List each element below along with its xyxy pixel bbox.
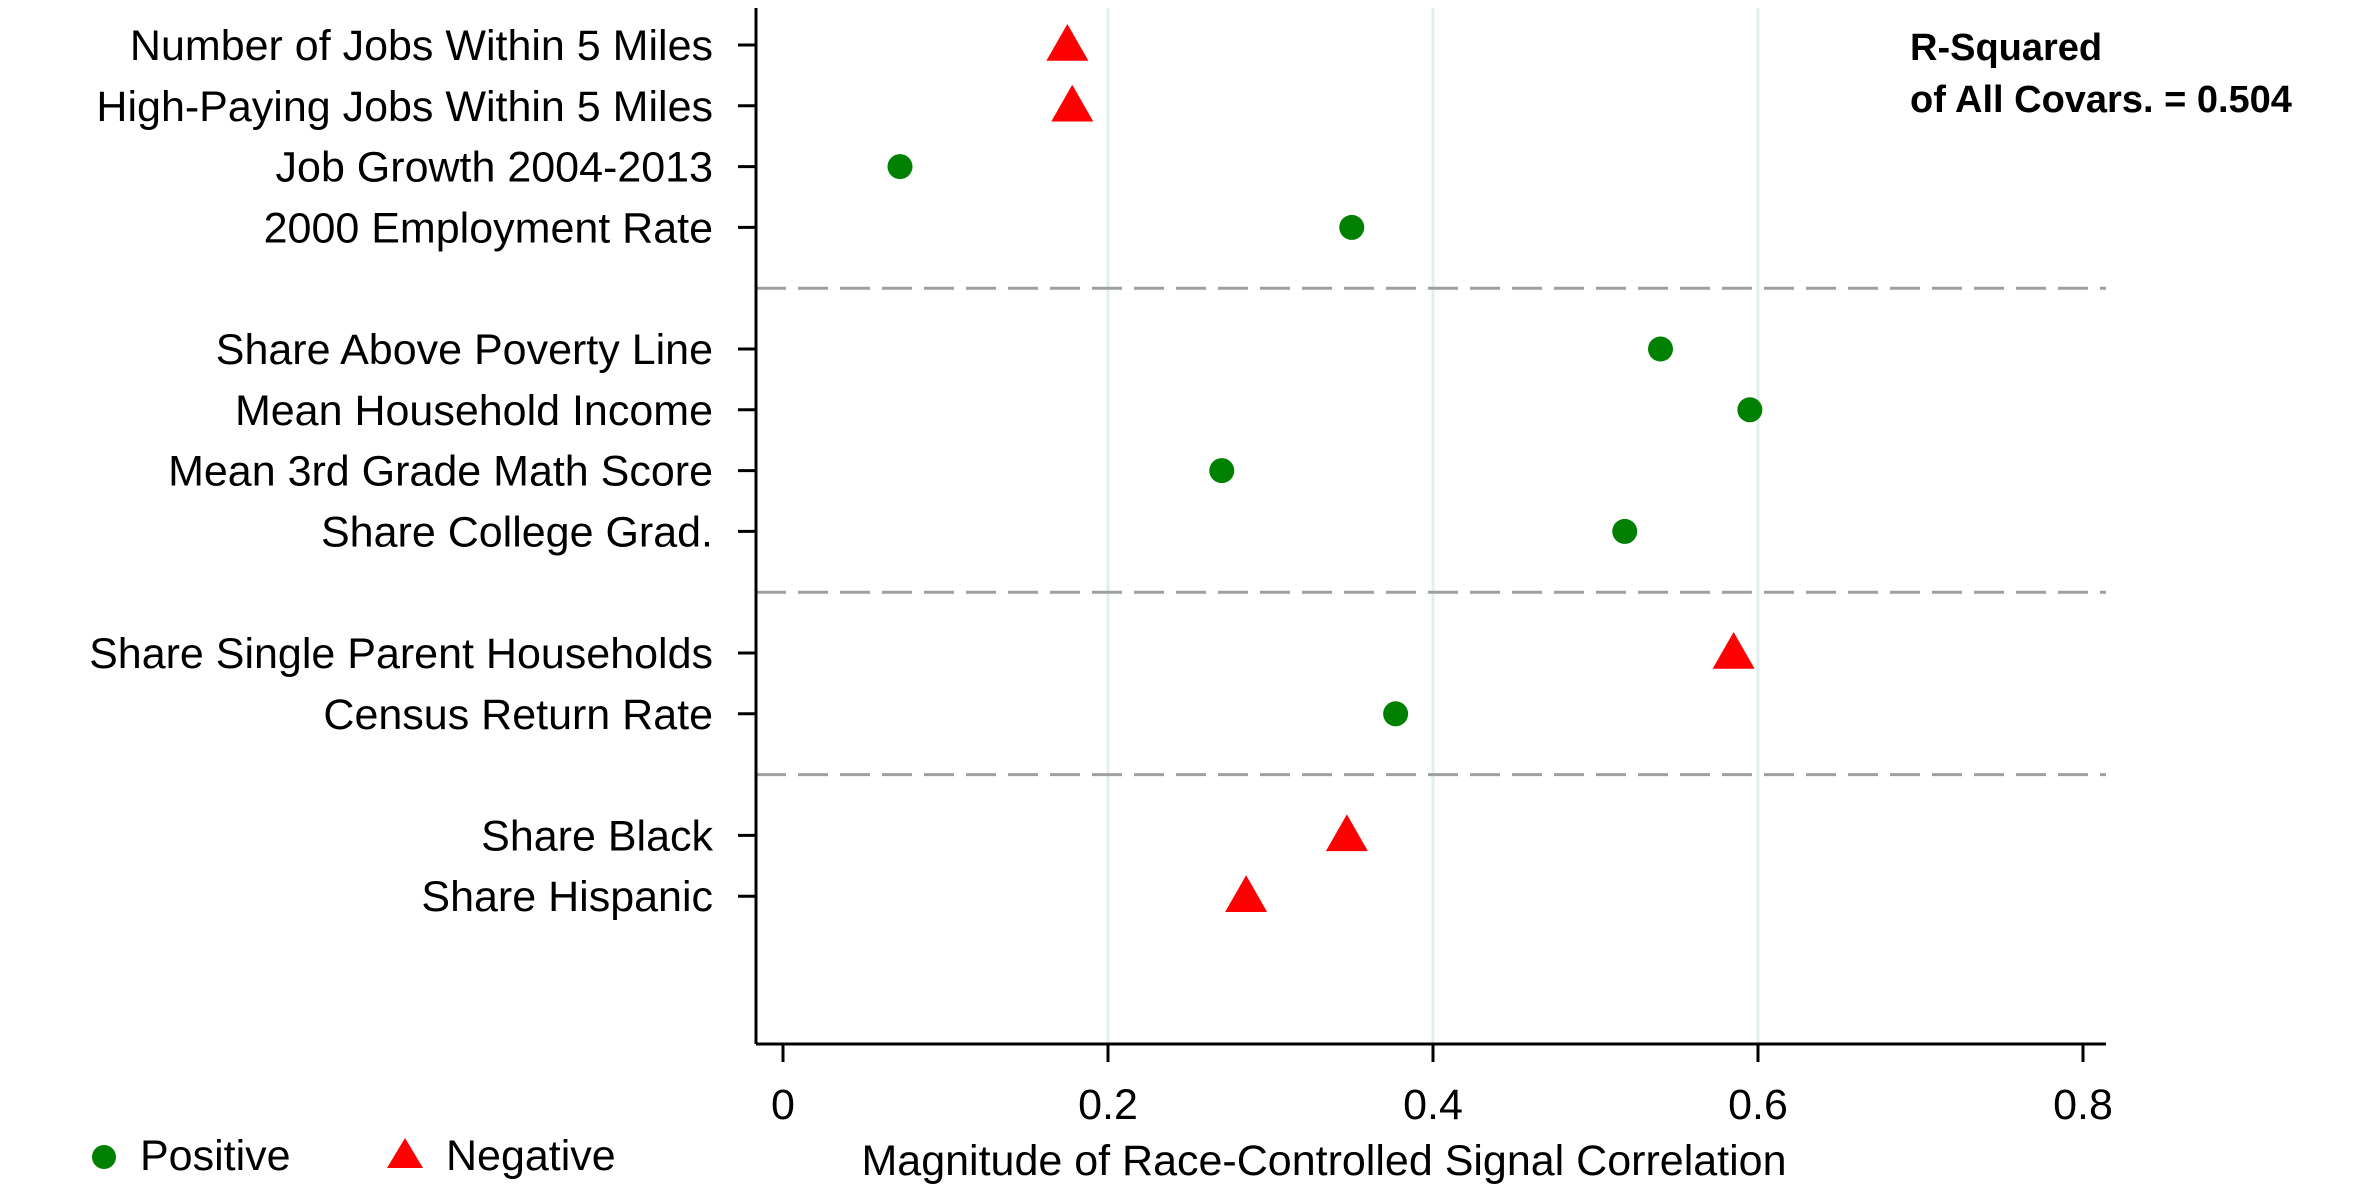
x-ticks: 0 0.2 0.4 0.6 0.8 (771, 1044, 2113, 1129)
y-tick-label: Share Black (481, 812, 713, 860)
y-tick-label: Number of Jobs Within 5 Miles (130, 22, 713, 70)
annotation-line-1: R-Squared (1910, 27, 2102, 69)
x-axis-label: Magnitude of Race-Controlled Signal Corr… (861, 1137, 1786, 1184)
data-point-negative (1712, 632, 1755, 669)
y-tick-label: Mean 3rd Grade Math Score (168, 448, 713, 496)
annotation: R-Squared of All Covars. = 0.504 (1910, 27, 2292, 121)
annotation-line-2: of All Covars. = 0.504 (1910, 79, 2292, 121)
data-point-positive (1737, 397, 1763, 423)
legend-positive-label: Positive (140, 1132, 291, 1180)
data-point-positive (1612, 518, 1638, 544)
y-tick-label: Share Single Parent Households (89, 630, 713, 678)
legend-negative-marker (387, 1138, 423, 1168)
y-tick-label: Census Return Rate (323, 691, 713, 739)
x-tick-label: 0.4 (1403, 1081, 1463, 1129)
y-tick-label: High-Paying Jobs Within 5 Miles (96, 83, 713, 131)
legend-positive-marker (92, 1145, 116, 1169)
data-point-positive (1648, 336, 1673, 362)
legend: Positive Negative (92, 1132, 616, 1180)
axes (754, 8, 2106, 1046)
y-tick-label: Share Hispanic (421, 873, 713, 921)
y-tick-label: Mean Household Income (235, 387, 713, 435)
group-separators (756, 286, 2106, 777)
x-tick-label: 0.2 (1078, 1081, 1138, 1129)
grid-lines (1106, 8, 1760, 1044)
data-point-positive (1209, 458, 1235, 484)
y-ticks: Number of Jobs Within 5 Miles High-Paying… (89, 22, 756, 921)
y-tick-label: Share Above Poverty Line (216, 326, 713, 374)
data-point-negative (1051, 84, 1094, 122)
data-point-negative (1225, 875, 1268, 912)
data-point-positive (1383, 701, 1409, 727)
x-tick-label: 0.6 (1728, 1081, 1788, 1129)
legend-negative-label: Negative (446, 1132, 616, 1180)
y-tick-label: Share College Grad. (321, 508, 713, 556)
x-tick-label: 0 (771, 1081, 795, 1129)
x-tick-label: 0.8 (2053, 1081, 2113, 1129)
data-point-positive (887, 154, 913, 180)
y-tick-label: Job Growth 2004-2013 (276, 144, 713, 192)
data-point-negative (1046, 24, 1089, 61)
data-markers (887, 24, 1763, 912)
data-point-negative (1325, 814, 1368, 852)
data-point-positive (1339, 214, 1365, 240)
y-tick-label: 2000 Employment Rate (264, 204, 713, 252)
